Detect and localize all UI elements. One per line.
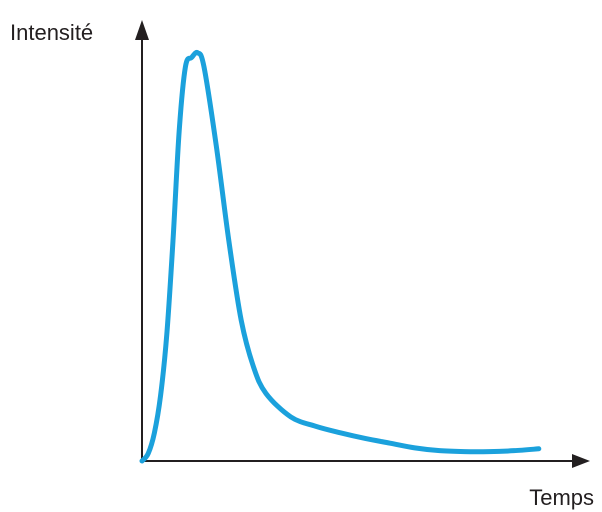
x-axis — [142, 454, 590, 468]
x-axis-arrowhead — [572, 454, 590, 468]
y-axis — [135, 20, 149, 461]
series-layer — [139, 50, 542, 464]
x-axis-label: Temps — [529, 485, 594, 510]
y-axis-label: Intensité — [10, 20, 93, 45]
y-axis-arrowhead — [135, 20, 149, 40]
intensity-curve — [139, 50, 542, 464]
